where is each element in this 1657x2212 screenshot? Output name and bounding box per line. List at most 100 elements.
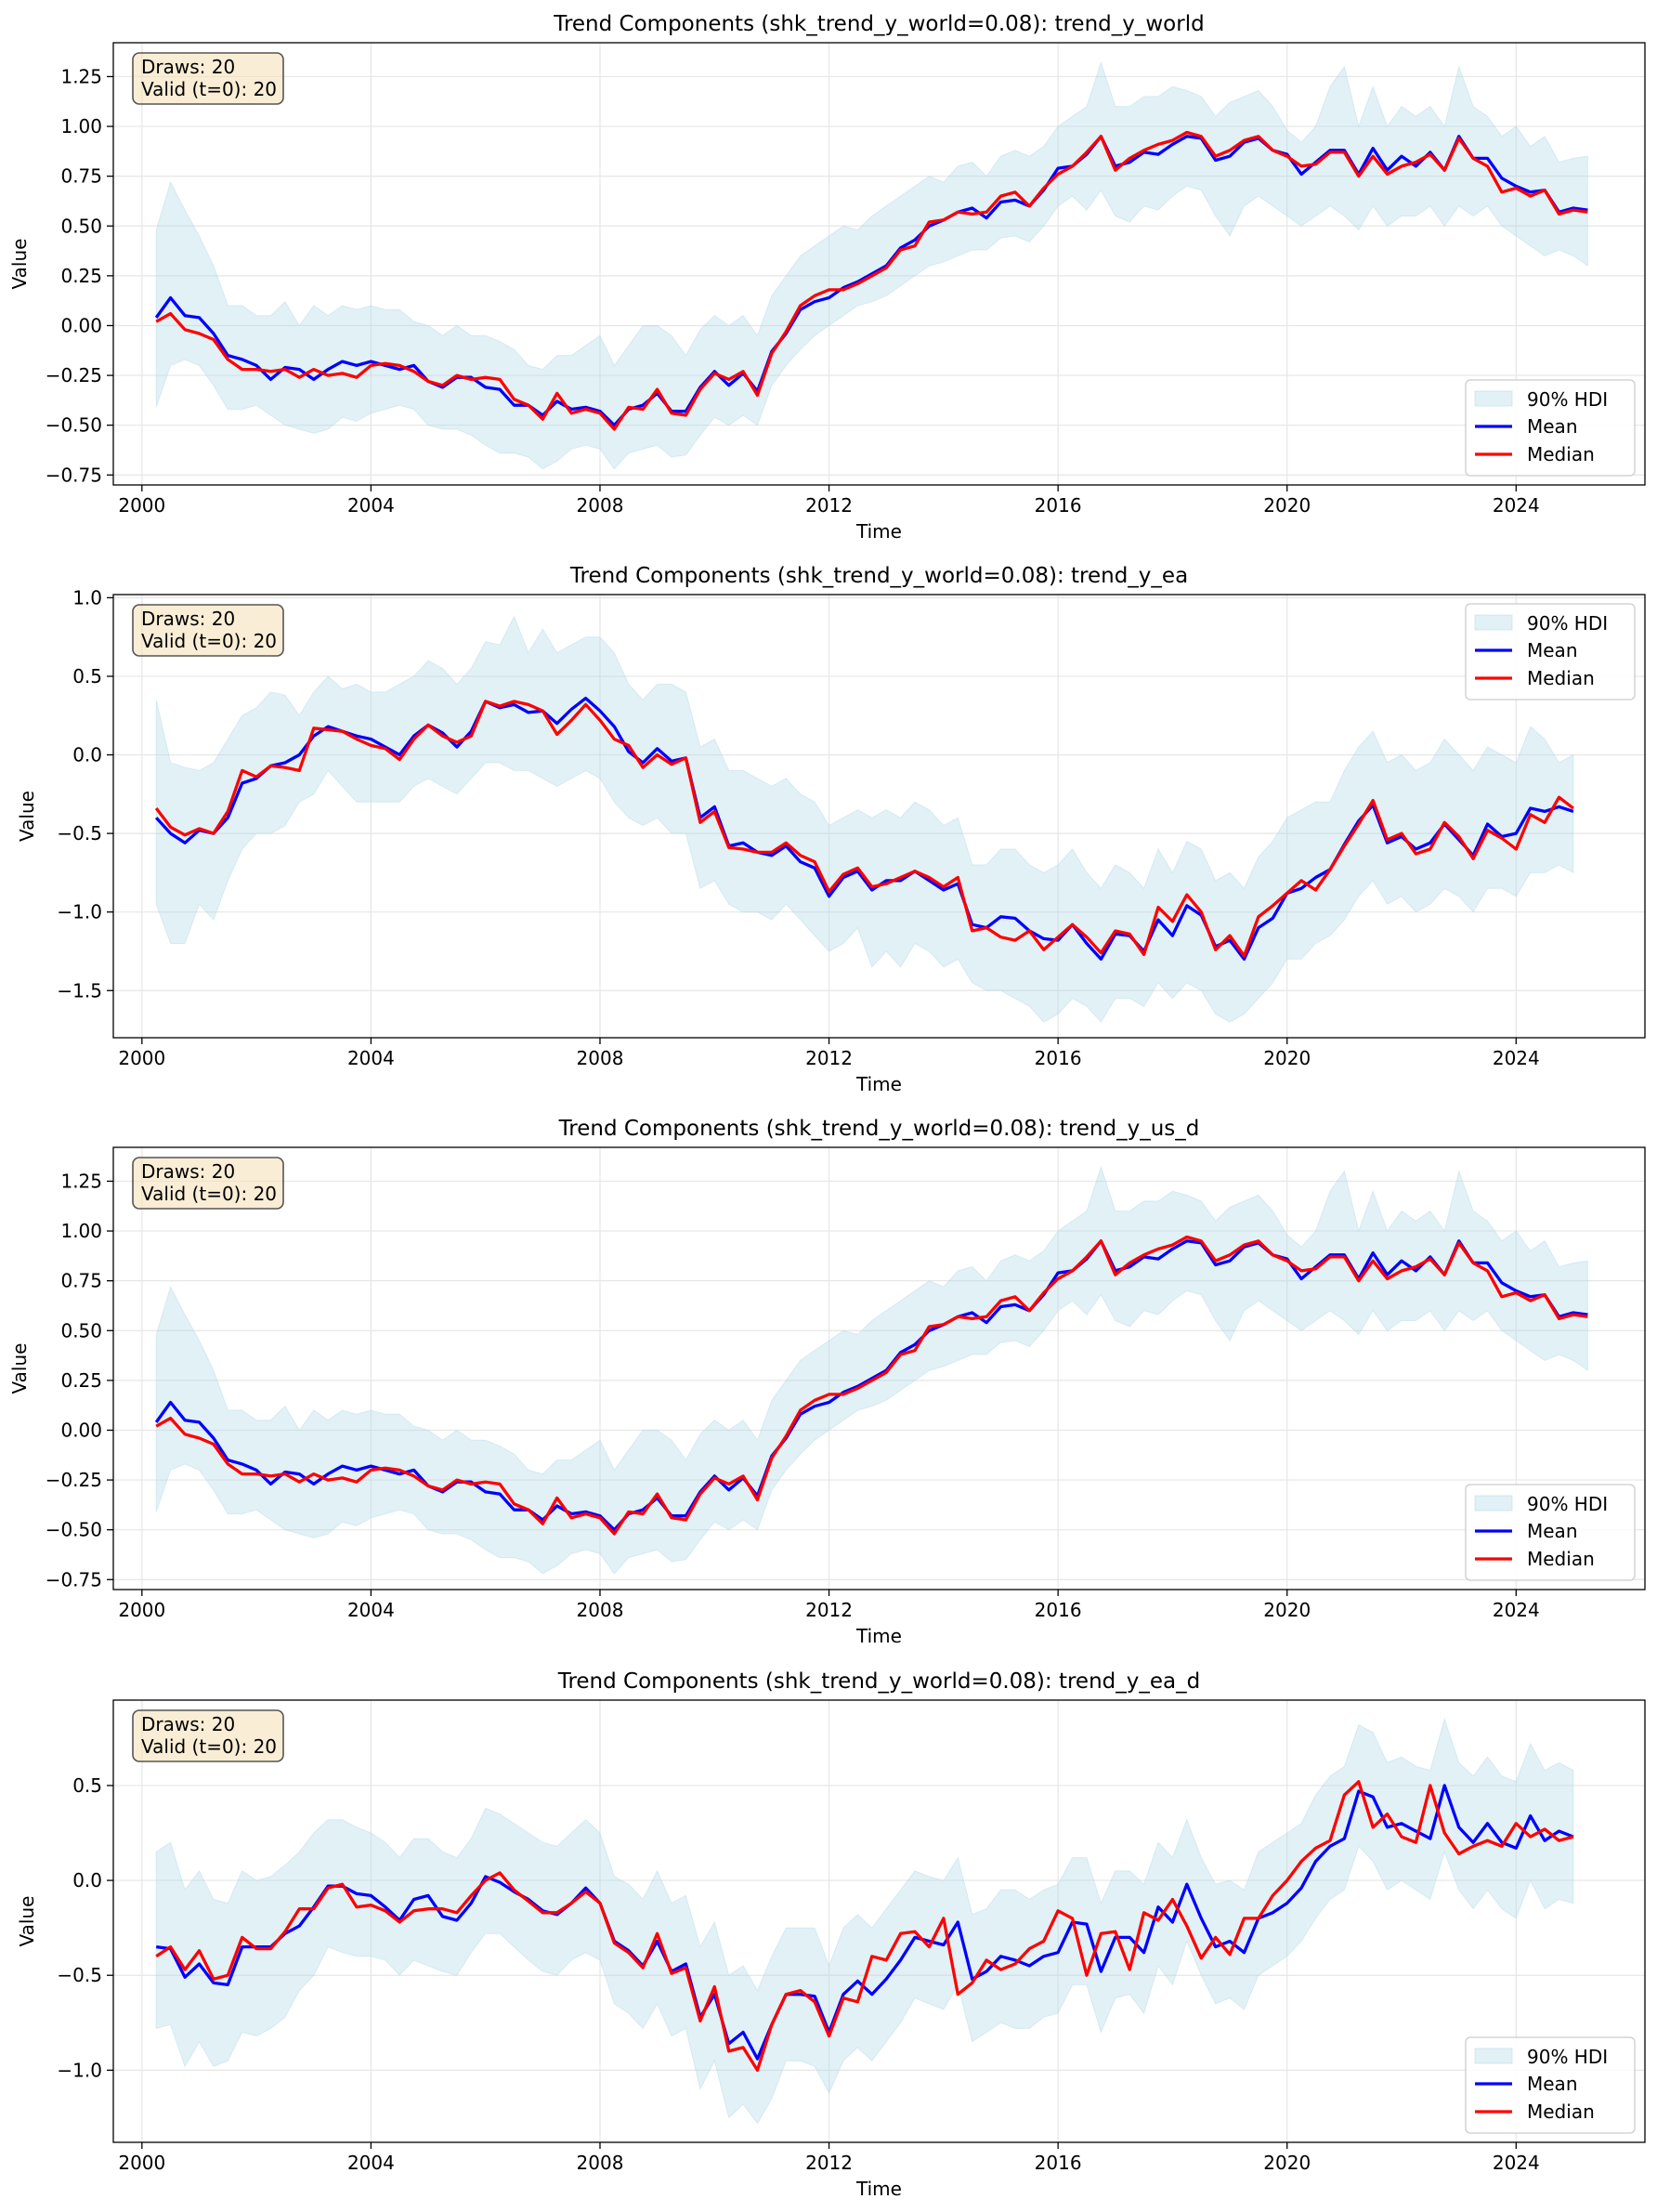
legend-hdi-swatch <box>1474 2048 1513 2064</box>
x-tick-label: 2004 <box>347 494 395 517</box>
y-tick-label: 1.25 <box>60 65 102 87</box>
legend-box <box>1465 1484 1636 1581</box>
plot-data <box>154 615 1574 1023</box>
y-tick-label: −1.0 <box>57 901 102 923</box>
chart-title: Trend Components (shk_trend_y_world=0.08… <box>557 1669 1200 1694</box>
plot-data <box>154 1165 1588 1575</box>
legend-mean-label: Mean <box>1527 639 1578 661</box>
x-tick-label: 2020 <box>1263 1599 1311 1621</box>
x-tick-label: 2016 <box>1035 494 1082 517</box>
y-tick-label: −0.50 <box>46 1519 102 1541</box>
y-tick-label: 1.0 <box>72 586 102 609</box>
x-tick-label: 2000 <box>118 494 165 517</box>
y-tick-label: −1.0 <box>57 2059 102 2081</box>
y-tick-label: 1.00 <box>60 1220 102 1242</box>
chart-panel-2: 2000 2004 2008 2012 2016 2020 2024 −1.5 −1.0 −0.5… <box>16 564 1646 1095</box>
chart-title: Trend Components (shk_trend_y_world=0.08… <box>558 1117 1200 1141</box>
info-draws-text: Draws: 20 <box>141 56 235 78</box>
y-tick-label: 1.00 <box>60 115 102 137</box>
hdi-band <box>155 60 1588 470</box>
y-tick-label: 0.0 <box>72 1869 102 1891</box>
x-tick-label: 2000 <box>118 1599 165 1621</box>
legend-hdi-swatch <box>1474 1495 1513 1512</box>
y-tick-label: 0.00 <box>60 314 102 336</box>
y-tick-label: −0.5 <box>57 822 102 844</box>
chart-panel-4: 2000 2004 2008 2012 2016 2020 2024 −1.0 −0.5 0.0 0… <box>16 1669 1646 2200</box>
y-tick-label: −1.5 <box>57 979 102 1001</box>
y-tick-label: 0.50 <box>60 215 102 237</box>
x-tick-label: 2012 <box>805 494 853 517</box>
x-tick-label: 2008 <box>577 2152 624 2174</box>
info-draws-text: Draws: 20 <box>141 608 235 630</box>
info-valid-text: Valid (t=0): 20 <box>141 78 277 100</box>
info-box <box>132 52 284 105</box>
plot-frame <box>112 42 1646 486</box>
x-tick-label: 2004 <box>347 1599 395 1621</box>
legend-hdi-label: 90% HDI <box>1527 1493 1608 1515</box>
legend-hdi-label: 90% HDI <box>1527 2046 1608 2068</box>
y-tick-label: 0.0 <box>72 744 102 766</box>
y-axis-label: Value <box>8 1343 31 1394</box>
x-axis-label: Time <box>855 1073 902 1095</box>
info-box <box>132 1157 284 1210</box>
x-tick-label: 2008 <box>577 1047 624 1069</box>
legend: 90% HDI Mean Median <box>1465 379 1636 477</box>
legend-hdi-swatch <box>1474 614 1513 631</box>
x-tick-label: 2024 <box>1493 1047 1540 1069</box>
median-line <box>155 130 1588 431</box>
y-tick-label: −0.75 <box>46 1568 102 1590</box>
info-valid-text: Valid (t=0): 20 <box>141 630 277 652</box>
y-tick-label: 0.5 <box>72 1774 102 1797</box>
y-tick-label: 0.25 <box>60 265 102 287</box>
y-tick-label: 0.50 <box>60 1319 102 1342</box>
plot-frame <box>112 594 1646 1039</box>
info-draws-text: Draws: 20 <box>141 1160 235 1183</box>
x-tick-label: 2008 <box>577 494 624 517</box>
y-tick-label: 0.00 <box>60 1419 102 1441</box>
x-tick-label: 2016 <box>1035 1599 1082 1621</box>
legend: 90% HDI Mean Median <box>1465 1484 1636 1581</box>
x-tick-label: 2004 <box>347 2152 395 2174</box>
x-tick-label: 2024 <box>1493 2152 1540 2174</box>
y-tick-label: 0.75 <box>60 165 102 188</box>
chart-panel-3: 2000 2004 2008 2012 2016 2020 2024 −0.75 −0.50 −0… <box>8 1117 1646 1647</box>
x-tick-label: 2024 <box>1493 494 1540 517</box>
x-tick-label: 2012 <box>805 2152 853 2174</box>
legend-median-label: Median <box>1527 2101 1595 2123</box>
plot-frame <box>112 1699 1646 2143</box>
median-line <box>155 1235 1588 1536</box>
y-tick-label: 1.25 <box>60 1170 102 1192</box>
y-axis-label: Value <box>16 1896 38 1947</box>
x-axis-label: Time <box>855 2178 902 2200</box>
x-axis-label: Time <box>855 1625 902 1647</box>
x-tick-label: 2012 <box>805 1047 853 1069</box>
median-line <box>154 700 1574 958</box>
y-tick-label: −0.5 <box>57 1964 102 1986</box>
x-tick-label: 2012 <box>805 1599 853 1621</box>
legend-hdi-label: 90% HDI <box>1527 388 1608 411</box>
x-tick-label: 2000 <box>118 2152 165 2174</box>
x-tick-label: 2016 <box>1035 1047 1082 1069</box>
legend-mean-label: Mean <box>1527 2073 1578 2095</box>
plot-data <box>155 1717 1574 2125</box>
legend-mean-label: Mean <box>1527 1520 1578 1542</box>
hdi-band <box>155 615 1574 1023</box>
chart-title: Trend Components (shk_trend_y_world=0.08… <box>553 12 1204 36</box>
chart-title: Trend Components (shk_trend_y_world=0.08… <box>569 564 1188 588</box>
legend-hdi-swatch <box>1474 390 1513 407</box>
plot-data <box>154 60 1588 470</box>
plot-frame <box>112 1146 1646 1590</box>
x-tick-label: 2000 <box>118 1047 165 1069</box>
x-tick-label: 2004 <box>347 1047 395 1069</box>
y-tick-label: −0.50 <box>46 414 102 437</box>
legend-median-label: Median <box>1527 1548 1595 1570</box>
y-axis-label: Value <box>16 791 38 842</box>
median-line <box>155 1780 1574 2073</box>
hdi-band <box>155 1717 1574 2125</box>
x-tick-label: 2008 <box>577 1599 624 1621</box>
x-tick-label: 2024 <box>1493 1599 1540 1621</box>
y-tick-label: 0.75 <box>60 1270 102 1292</box>
y-tick-label: −0.75 <box>46 464 102 486</box>
legend: 90% HDI Mean Median <box>1465 603 1636 700</box>
